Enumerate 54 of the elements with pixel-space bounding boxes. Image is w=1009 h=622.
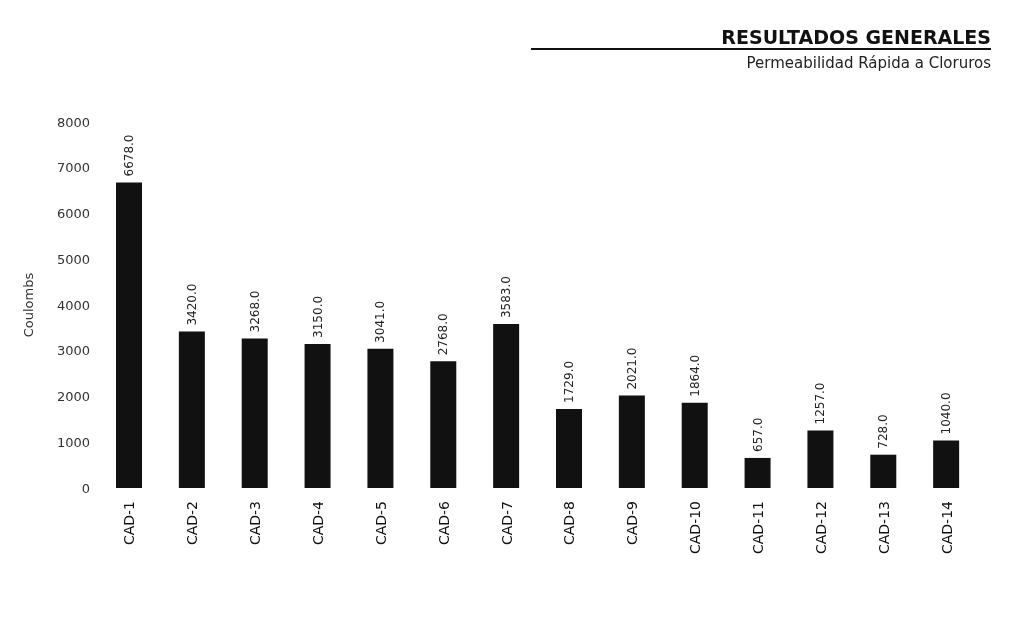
x-tick-label: CAD-7 [498, 501, 515, 546]
bar [556, 408, 582, 488]
x-tick-label: CAD-11 [750, 501, 766, 554]
data-label: 3583.0 [499, 276, 514, 319]
x-tick-label: CAD-10 [687, 501, 704, 554]
x-tick-label: CAD-9 [624, 501, 641, 546]
bar [493, 324, 520, 488]
bar [367, 348, 394, 488]
y-tick-label: 6000 [56, 206, 90, 222]
data-label: 3150.0 [310, 295, 325, 338]
chart-subtitle: Permeabilidad Rápida a Cloruros [745, 54, 991, 72]
bar [618, 395, 645, 488]
y-tick-label: 7000 [56, 160, 90, 176]
x-tick-label: CAD-3 [247, 501, 264, 546]
y-tick-label: 8000 [56, 114, 90, 130]
data-label: 728.0 [876, 414, 891, 449]
x-tick-label: CAD-6 [435, 500, 452, 546]
data-label: 2021.0 [624, 347, 639, 390]
data-label: 6678.0 [122, 134, 136, 177]
x-tick-label: CAD-5 [372, 501, 389, 546]
bar [430, 361, 457, 488]
x-tick-label: CAD-14 [938, 500, 955, 554]
y-tick-label: 2000 [56, 389, 90, 405]
bar [116, 182, 142, 488]
x-tick-label: CAD-8 [561, 501, 578, 546]
x-tick-label: CAD-13 [875, 501, 892, 554]
y-tick-label: 5000 [56, 251, 90, 267]
data-label: 3420.0 [184, 283, 199, 326]
bar [304, 343, 331, 488]
bar [870, 454, 897, 488]
data-label: 1864.0 [687, 354, 702, 397]
x-tick-label: CAD-1 [121, 501, 138, 546]
data-label: 3041.0 [373, 300, 388, 343]
bar [241, 338, 268, 488]
bar [178, 331, 205, 488]
x-tick-label: CAD-4 [310, 500, 326, 546]
bar [807, 430, 834, 488]
data-label: 3268.0 [247, 290, 262, 333]
data-label: 1257.0 [813, 382, 828, 425]
chart-title: RESULTADOS GENERALES [531, 26, 991, 50]
x-tick-label: CAD-2 [184, 501, 201, 546]
y-axis-title: Coulombs [20, 272, 36, 338]
data-label: 1040.0 [939, 392, 954, 435]
y-tick-label: 0 [81, 480, 90, 496]
bar [681, 402, 708, 488]
y-tick-label: 1000 [56, 434, 90, 450]
bar [744, 457, 771, 488]
x-tick-label: CAD-12 [812, 501, 829, 554]
data-label: 657.0 [750, 417, 765, 452]
bar [933, 440, 960, 488]
data-label: 2768.0 [436, 313, 451, 356]
data-label: 1729.0 [562, 360, 576, 403]
y-tick-label: 4000 [56, 297, 90, 313]
y-tick-label: 3000 [56, 343, 90, 359]
